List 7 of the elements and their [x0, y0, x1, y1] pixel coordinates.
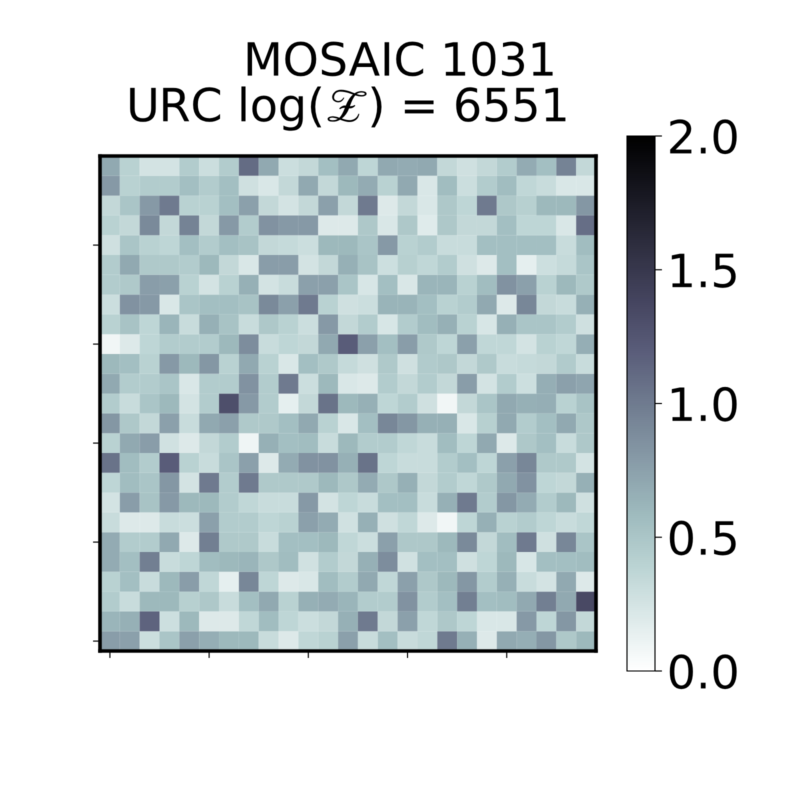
- color-bar-label: 0.5: [670, 520, 736, 556]
- color-bar-label: 2.0: [670, 119, 737, 154]
- color-bar-label: 1.0: [672, 386, 737, 422]
- color-bar-label: 0.0: [670, 654, 737, 690]
- color-bar-label: 1.5: [672, 254, 736, 288]
- chart-title: MOSAIC 1031: [248, 42, 553, 76]
- chart-subtitle: URC log(𝒵) = 6551: [130, 86, 566, 131]
